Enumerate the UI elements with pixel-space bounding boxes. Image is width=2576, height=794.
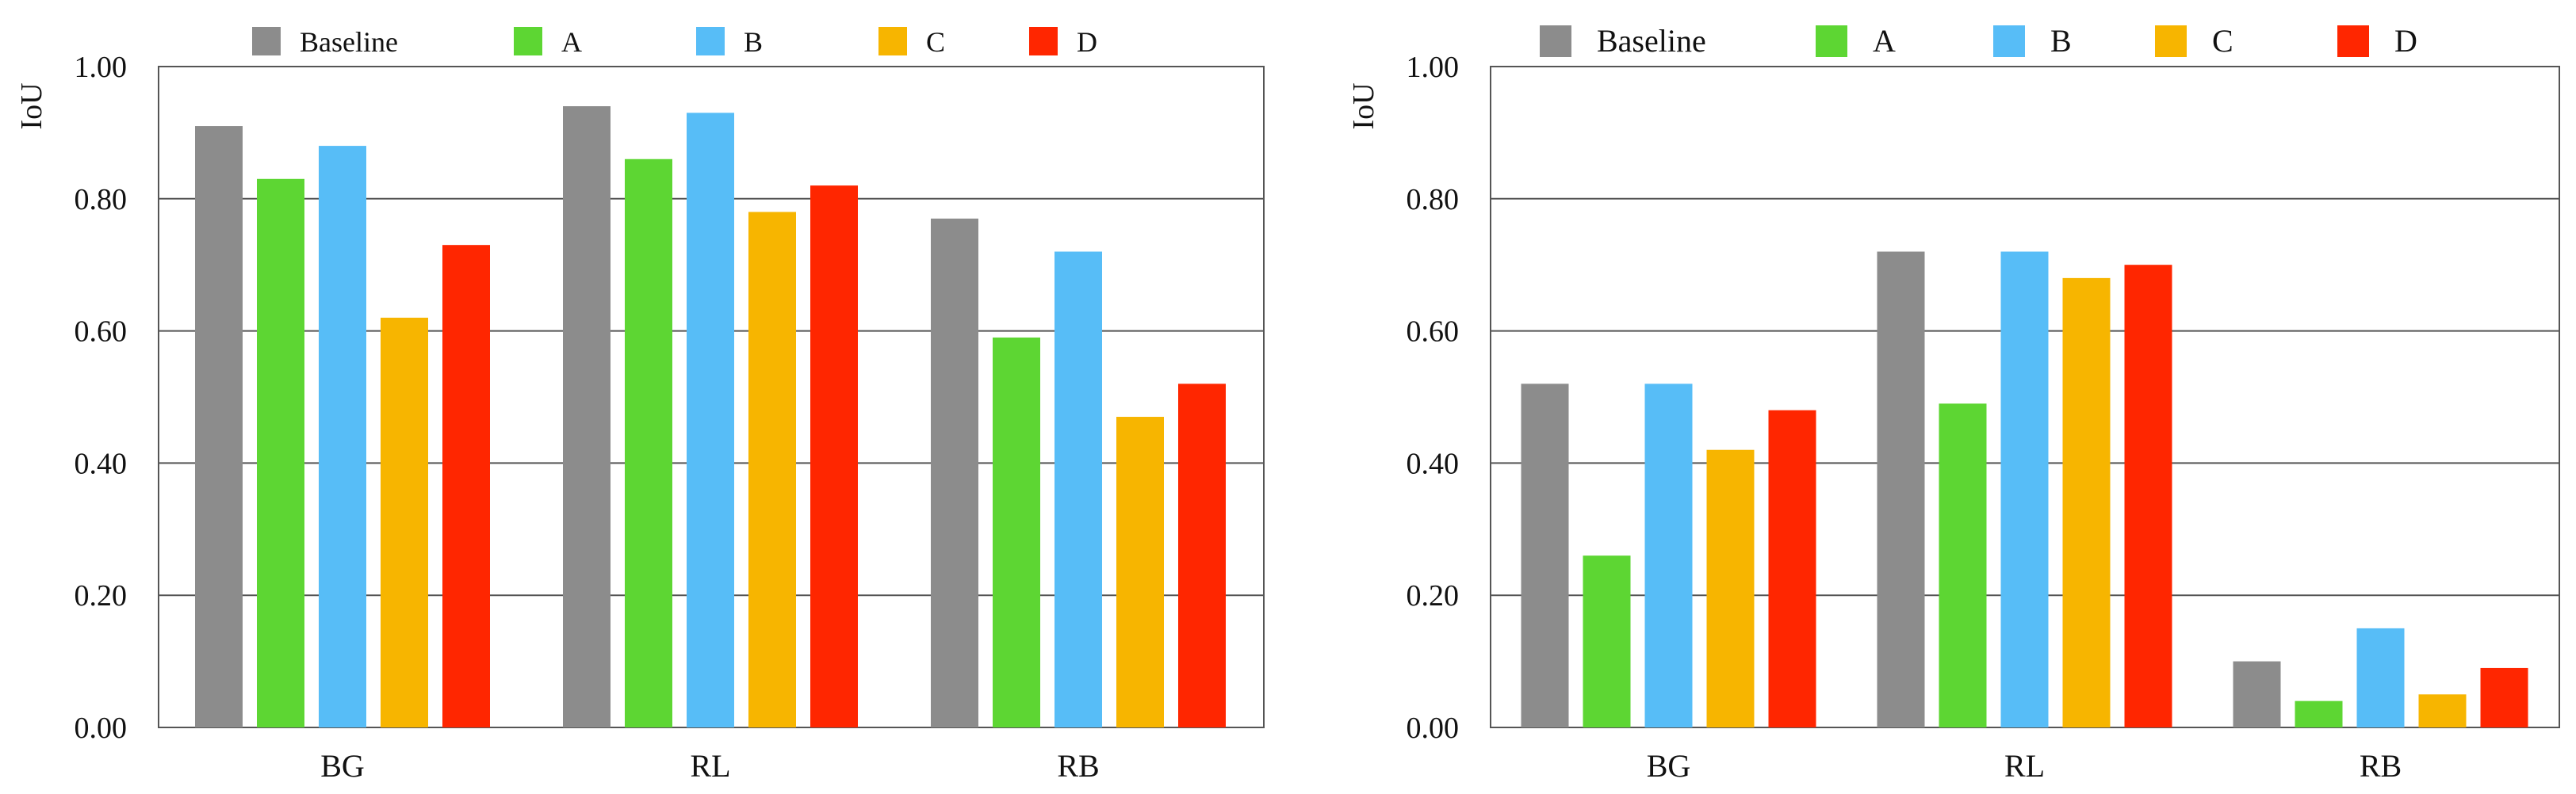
legend-label-b: B [744, 26, 763, 58]
y-tick-label: 0.60 [75, 315, 128, 349]
x-tick-label: BG [320, 748, 365, 784]
x-tick-label: BG [1647, 748, 1691, 784]
legend-swatch-d [1029, 27, 1058, 55]
bar-b-rl [2000, 251, 2049, 727]
legend-label-baseline: Baseline [1597, 23, 1706, 59]
bar-c-rl [2062, 277, 2111, 727]
bar-d-rl [810, 185, 858, 727]
bar-c-bg [381, 317, 428, 727]
y-tick-label: 1.00 [75, 51, 128, 84]
bar-b-rb [2356, 628, 2405, 727]
y-tick-label: 0.00 [75, 712, 128, 745]
legend-label-b: B [2050, 23, 2072, 59]
bar-a-rb [2295, 700, 2343, 727]
legend-label-baseline: Baseline [300, 26, 398, 58]
bar-c-bg [1706, 449, 1755, 727]
x-tick-label: RB [1057, 748, 1099, 784]
bar-c-rl [748, 212, 796, 728]
x-tick-label: RL [2004, 748, 2045, 784]
bar-b-bg [1644, 384, 1693, 727]
legend-label-c: C [926, 26, 945, 58]
y-tick-label: 0.20 [75, 579, 128, 613]
legend-label-d: D [1077, 26, 1097, 58]
bar-b-rl [687, 113, 734, 727]
y-tick-label: 0.40 [1407, 447, 1460, 480]
bar-baseline-rb [2233, 661, 2281, 727]
bar-d-rb [1178, 384, 1226, 727]
legend-swatch-c [878, 27, 907, 55]
bar-a-rb [993, 337, 1040, 727]
bar-a-rl [1939, 403, 1987, 727]
bar-d-rb [2480, 667, 2528, 727]
bar-a-rl [625, 158, 672, 727]
y-tick-label: 0.80 [1407, 183, 1460, 216]
legend-swatch-a [1816, 25, 1847, 57]
chart-left: 0.00 0.20 0.40 0.60 0.80 1.00 IoU BG RL RB Baselin… [15, 26, 1265, 784]
y-tick-label: 0.40 [75, 447, 128, 480]
legend-label-a: A [561, 26, 582, 58]
bar-b-bg [319, 146, 366, 727]
y-tick-label: 0.80 [75, 183, 128, 216]
legend-swatch-b [1993, 25, 2025, 57]
bar-baseline-rl [563, 106, 611, 728]
bar-d-rl [2124, 265, 2172, 727]
bar-d-bg [442, 245, 490, 727]
bar-baseline-bg [195, 126, 243, 727]
bar-baseline-rb [931, 218, 978, 727]
legend-label-d: D [2394, 23, 2417, 59]
bar-c-rb [2418, 694, 2467, 727]
bar-c-rb [1116, 417, 1164, 727]
bar-d-bg [1768, 410, 1816, 727]
y-tick-label: 0.00 [1407, 712, 1460, 745]
bar-baseline-rl [1877, 251, 1925, 727]
y-tick-label: 1.00 [1407, 51, 1460, 84]
bar-a-bg [1583, 555, 1631, 727]
legend-label-c: C [2212, 23, 2233, 59]
legend-swatch-c [2155, 25, 2187, 57]
bar-baseline-bg [1521, 384, 1569, 727]
x-tick-label: RL [690, 748, 730, 784]
legend-swatch-baseline [1540, 25, 1571, 57]
y-axis-label: IoU [1347, 82, 1380, 129]
y-tick-label: 0.60 [1407, 315, 1460, 349]
legend-label-a: A [1873, 23, 1896, 59]
y-tick-label: 0.20 [1407, 579, 1460, 613]
legend-swatch-a [514, 27, 542, 55]
y-axis-label: IoU [15, 82, 48, 129]
legend-swatch-baseline [252, 27, 281, 55]
bar-b-rb [1055, 251, 1102, 727]
bar-a-bg [257, 178, 304, 727]
x-tick-label: RB [2360, 748, 2402, 784]
chart-right: 0.00 0.20 0.40 0.60 0.80 1.00 IoU BG RL RB Baselin… [1347, 23, 2560, 784]
legend-swatch-d [2337, 25, 2369, 57]
legend-swatch-b [696, 27, 725, 55]
